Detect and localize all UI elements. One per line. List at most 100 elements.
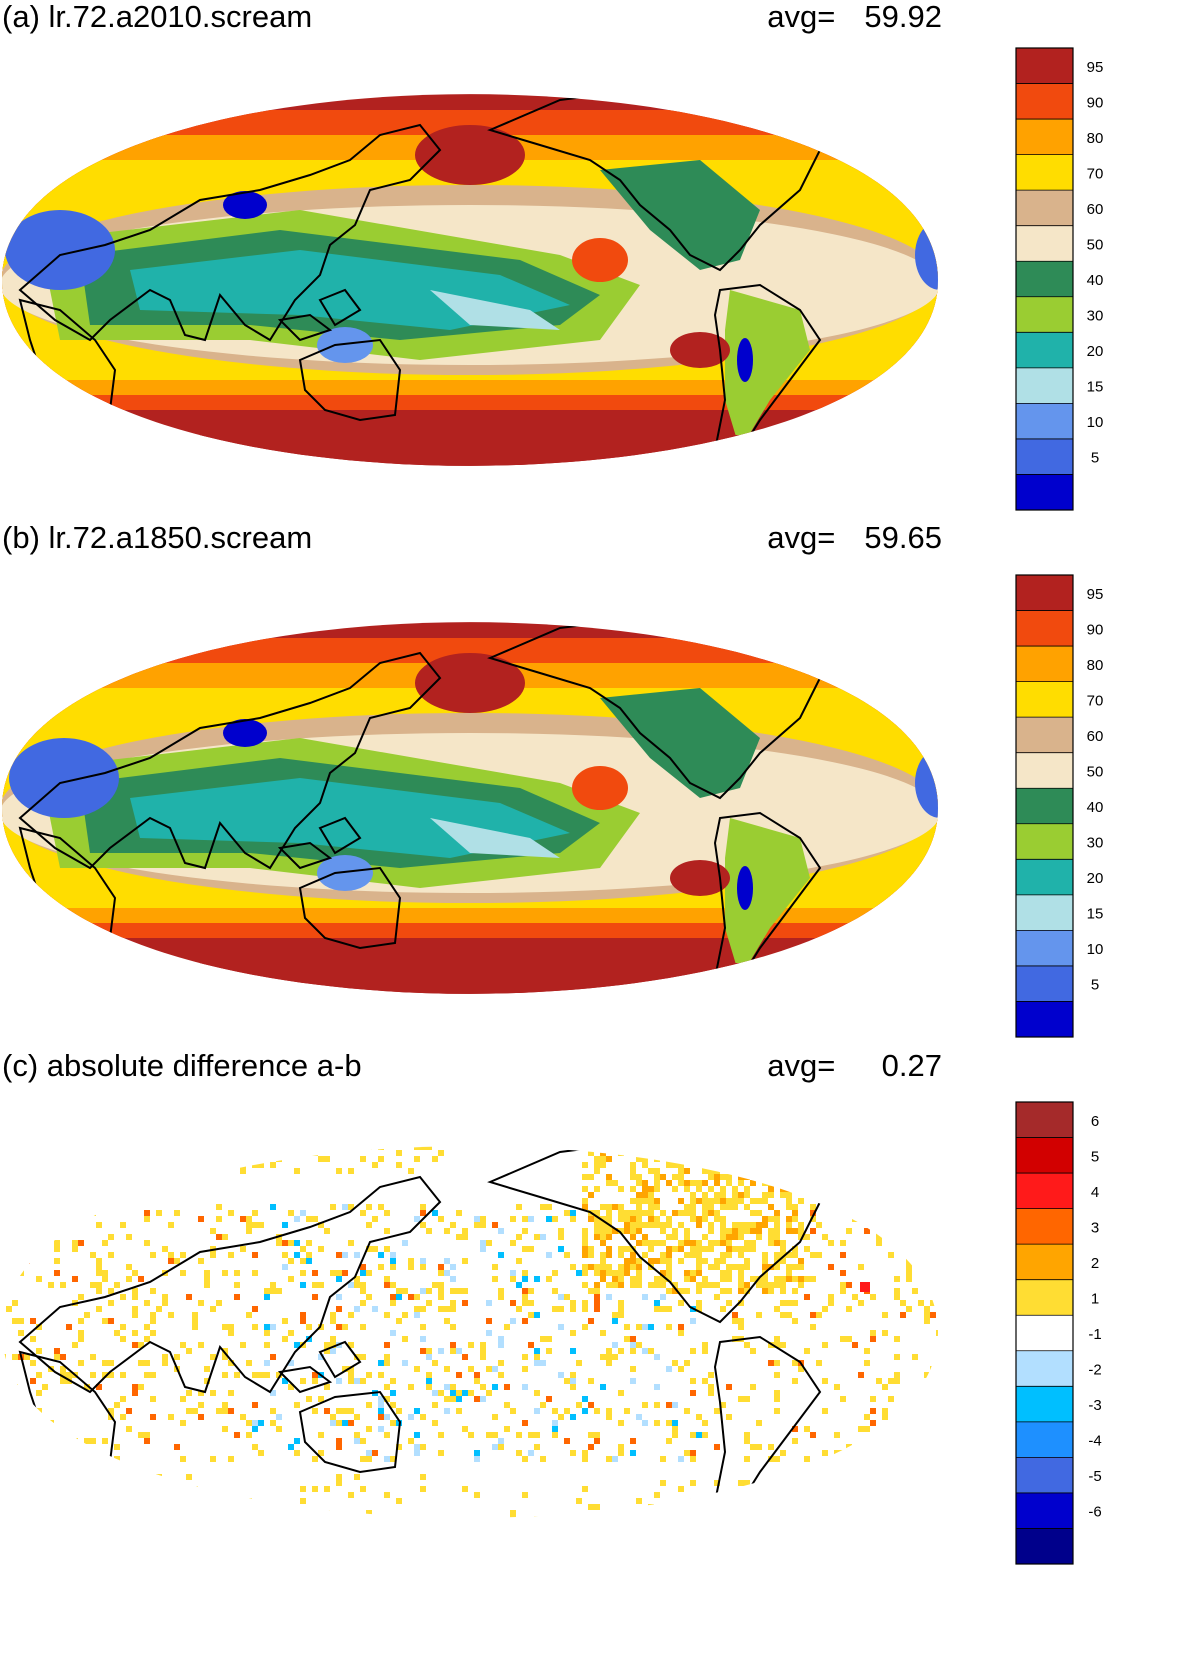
map-c-cell bbox=[510, 1240, 516, 1246]
map-c-cell bbox=[672, 1402, 678, 1408]
map-c-cell bbox=[612, 1204, 618, 1210]
map-c-cell bbox=[606, 1270, 612, 1276]
map-c-cell bbox=[960, 1390, 966, 1396]
map-c-cell bbox=[150, 1372, 156, 1378]
map-c-cell bbox=[108, 1120, 114, 1126]
map-c-cell bbox=[210, 1306, 216, 1312]
map-c-cell bbox=[702, 1180, 708, 1186]
map-c-cell bbox=[834, 1384, 840, 1390]
map-c-cell bbox=[738, 1246, 744, 1252]
map-c-cell bbox=[486, 1318, 492, 1324]
map-c-cell bbox=[684, 1168, 690, 1174]
map-c-cell bbox=[816, 1252, 822, 1258]
map-c-cell bbox=[150, 1318, 156, 1324]
map-c-cell bbox=[690, 1126, 696, 1132]
map-c-cell bbox=[750, 1162, 756, 1168]
colorbar-b-tick-label: 95 bbox=[1087, 586, 1104, 603]
map-c-cell bbox=[282, 1114, 288, 1120]
map-c-cell bbox=[390, 1300, 396, 1306]
map-c-cell bbox=[90, 1282, 96, 1288]
map-c-cell bbox=[414, 1432, 420, 1438]
map-c-cell bbox=[612, 1282, 618, 1288]
map-c-cell bbox=[930, 1228, 936, 1234]
map-c-cell bbox=[372, 1450, 378, 1456]
map-c-cell bbox=[12, 1300, 18, 1306]
map-c-cell bbox=[450, 1276, 456, 1282]
map-c-cell bbox=[660, 1210, 666, 1216]
map-c-cell bbox=[408, 1414, 414, 1420]
map-c-cell bbox=[96, 1282, 102, 1288]
map-c-cell bbox=[744, 1396, 750, 1402]
map-c-cell bbox=[768, 1288, 774, 1294]
map-c-cell bbox=[90, 1438, 96, 1444]
map-c-cell bbox=[708, 1210, 714, 1216]
map-c-cell bbox=[474, 1222, 480, 1228]
map-c-cell bbox=[780, 1288, 786, 1294]
map-c-cell bbox=[654, 1174, 660, 1180]
map-c-cell bbox=[264, 1360, 270, 1366]
map-c-cell bbox=[720, 1270, 726, 1276]
map-c-cell bbox=[270, 1390, 276, 1396]
map-c-cell bbox=[120, 1102, 126, 1108]
map-c-cell bbox=[834, 1510, 840, 1516]
map-c-cell bbox=[744, 1456, 750, 1462]
map-c-cell bbox=[948, 1348, 954, 1354]
map-c-cell bbox=[870, 1204, 876, 1210]
map-c-cell bbox=[960, 1324, 966, 1330]
map-c-cell bbox=[600, 1330, 606, 1336]
map-c-cell bbox=[702, 1132, 708, 1138]
map-c-cell bbox=[336, 1294, 342, 1300]
map-c-cell bbox=[522, 1216, 528, 1222]
map-c-cell bbox=[684, 1288, 690, 1294]
map-c-cell bbox=[860, 1282, 870, 1292]
map-c-cell bbox=[348, 1240, 354, 1246]
map-c-cell bbox=[774, 1240, 780, 1246]
map-c-cell bbox=[312, 1282, 318, 1288]
map-c-cell bbox=[810, 1276, 816, 1282]
colorbar-c-tick-label: -1 bbox=[1088, 1326, 1101, 1343]
map-c-cell bbox=[600, 1252, 606, 1258]
map-c-cell bbox=[474, 1372, 480, 1378]
map-c-cell bbox=[612, 1318, 618, 1324]
map-c-cell bbox=[246, 1108, 252, 1114]
map-c-cell bbox=[852, 1492, 858, 1498]
map-c-cell bbox=[516, 1432, 522, 1438]
map-a-dry-region bbox=[4, 209, 116, 291]
map-c-cell bbox=[594, 1408, 600, 1414]
map-c-cell bbox=[120, 1492, 126, 1498]
map-c-cell bbox=[912, 1432, 918, 1438]
map-b-coastline bbox=[277, 841, 333, 870]
map-c-cell bbox=[396, 1288, 402, 1294]
map-c-cell bbox=[666, 1162, 672, 1168]
map-c-cell bbox=[504, 1426, 510, 1432]
map-c-cell bbox=[642, 1210, 648, 1216]
map-c-cell bbox=[2, 1426, 6, 1432]
map-c-cell bbox=[870, 1420, 876, 1426]
map-c-cell bbox=[324, 1342, 330, 1348]
map-c-cell bbox=[600, 1354, 606, 1360]
map-c-cell bbox=[594, 1146, 600, 1150]
map-c-cell bbox=[672, 1162, 678, 1168]
map-c-cell bbox=[696, 1198, 702, 1204]
map-c-cell bbox=[636, 1228, 642, 1234]
map-c-cell bbox=[366, 1246, 372, 1252]
map-c-cell bbox=[144, 1372, 150, 1378]
map-c-cell bbox=[738, 1132, 744, 1138]
map-c-cell bbox=[12, 1354, 18, 1360]
map-c-cell bbox=[612, 1312, 618, 1318]
map-c-cell bbox=[582, 1300, 588, 1306]
map-c-cell bbox=[432, 1402, 438, 1408]
map-c-cell bbox=[588, 1378, 594, 1384]
map-c-cell bbox=[78, 1360, 84, 1366]
map-c-cell bbox=[798, 1138, 804, 1144]
map-c-cell bbox=[960, 1282, 966, 1288]
map-c-cell bbox=[384, 1312, 390, 1318]
map-c-cell bbox=[588, 1318, 594, 1324]
map-c-cell bbox=[600, 1276, 606, 1282]
map-c-cell bbox=[402, 1312, 408, 1318]
map-c-cell bbox=[780, 1450, 786, 1456]
colorbar-b-tick-label: 80 bbox=[1087, 657, 1104, 674]
map-c-cell bbox=[696, 1264, 702, 1270]
colorbar-c-tick-label: 3 bbox=[1091, 1219, 1099, 1236]
map-c-cell bbox=[420, 1264, 426, 1270]
